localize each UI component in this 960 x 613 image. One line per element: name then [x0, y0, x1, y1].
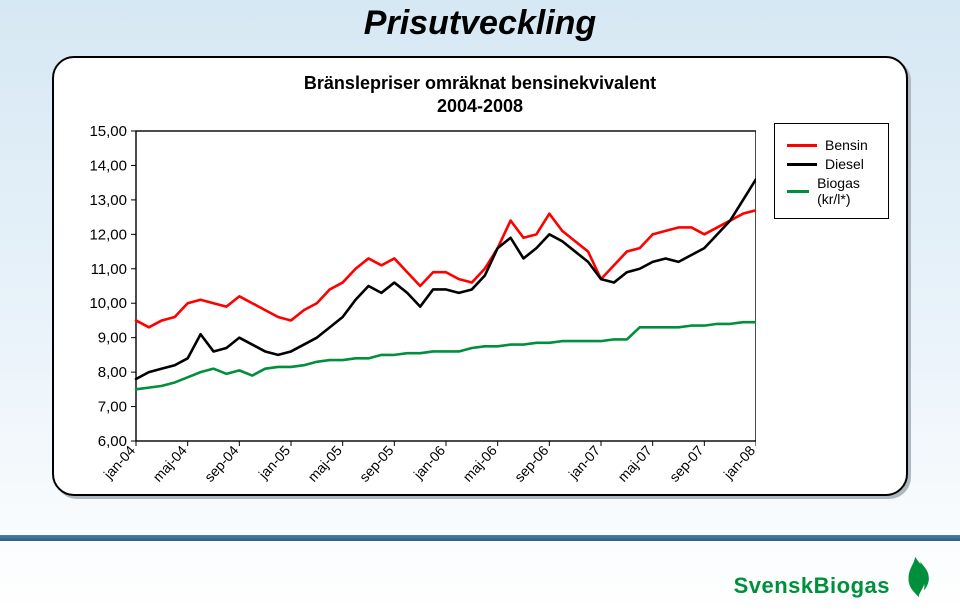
legend-item: Diesel: [787, 156, 876, 172]
svg-text:jan-07: jan-07: [565, 442, 604, 483]
legend-swatch: [787, 190, 809, 193]
legend-swatch: [787, 163, 817, 166]
svg-text:jan-06: jan-06: [410, 442, 449, 483]
page-title: Prisutveckling: [0, 4, 960, 43]
svg-text:12,00: 12,00: [89, 226, 127, 243]
svg-text:sep-07: sep-07: [666, 442, 707, 485]
svg-text:maj-05: maj-05: [304, 442, 345, 485]
svg-text:13,00: 13,00: [89, 192, 127, 209]
svg-text:maj-07: maj-07: [614, 442, 655, 485]
svg-text:sep-06: sep-06: [511, 442, 552, 485]
brand-logo: SvenskBiogas: [734, 555, 934, 599]
svg-text:11,00: 11,00: [91, 261, 127, 278]
legend-item: Biogas (kr/l*): [787, 175, 876, 207]
flame-icon: [900, 555, 934, 599]
svg-text:sep-05: sep-05: [356, 442, 397, 485]
legend-item: Bensin: [787, 137, 876, 153]
subtitle-line-2: 2004-2008: [437, 96, 523, 116]
subtitle-line-1: Bränslepriser omräknat bensinekvivalent: [304, 73, 656, 93]
svg-text:7,00: 7,00: [98, 399, 127, 416]
legend-label: Diesel: [825, 156, 864, 172]
svg-text:sep-04: sep-04: [201, 442, 242, 485]
svg-text:14,00: 14,00: [89, 157, 127, 174]
svg-text:10,00: 10,00: [89, 295, 127, 312]
legend-label: Bensin: [825, 137, 868, 153]
svg-text:8,00: 8,00: [98, 364, 127, 381]
svg-text:9,00: 9,00: [98, 330, 127, 347]
chart-subtitle: Bränslepriser omräknat bensinekvivalent …: [72, 72, 888, 117]
svg-text:jan-08: jan-08: [720, 442, 756, 483]
svg-text:jan-05: jan-05: [255, 442, 294, 483]
legend-label: Biogas (kr/l*): [817, 175, 876, 207]
line-chart: 6,007,008,009,0010,0011,0012,0013,0014,0…: [72, 123, 756, 494]
brand-text: SvenskBiogas: [734, 573, 890, 599]
legend-swatch: [787, 144, 817, 147]
svg-text:maj-06: maj-06: [459, 442, 500, 485]
footer-rule: [0, 535, 960, 541]
svg-text:15,00: 15,00: [89, 123, 127, 140]
svg-text:maj-04: maj-04: [149, 442, 190, 485]
chart-card: Bränslepriser omräknat bensinekvivalent …: [52, 56, 908, 496]
chart-legend: Bensin Diesel Biogas (kr/l*): [774, 123, 889, 219]
